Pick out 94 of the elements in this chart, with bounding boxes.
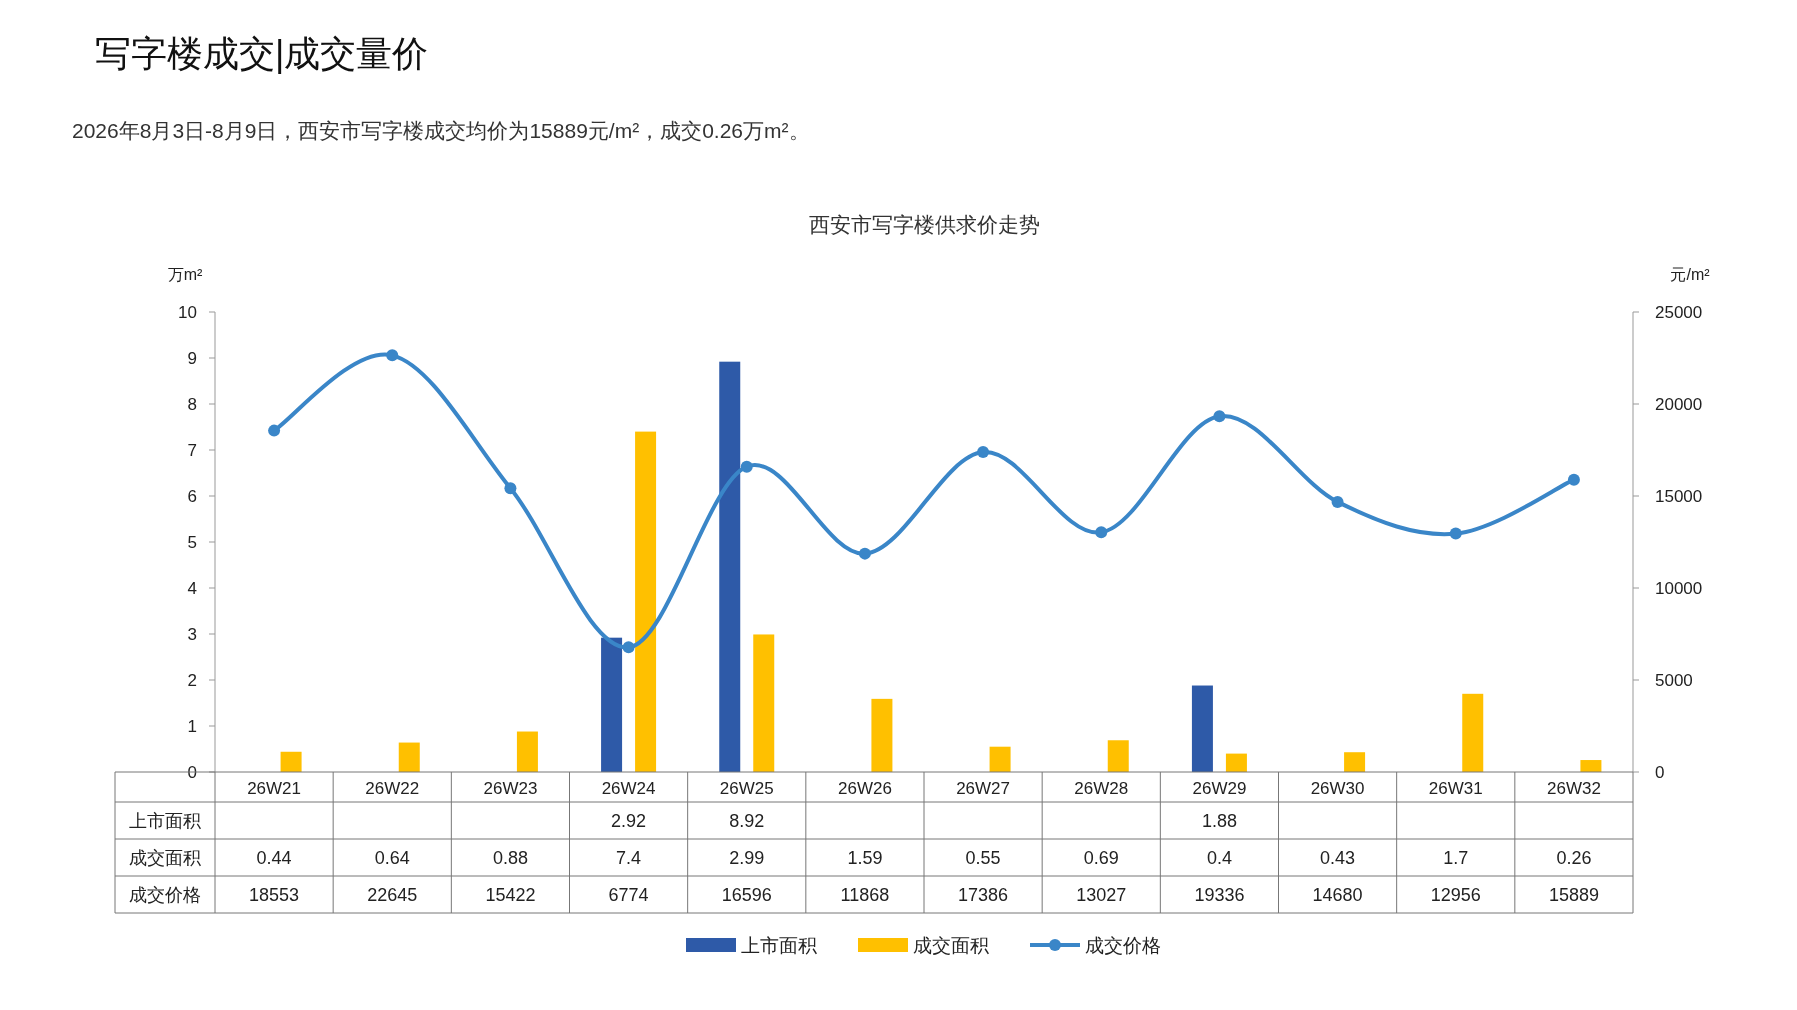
bar [871,698,893,772]
y2-tick-label: 20000 [1655,395,1703,414]
y-tick-label: 3 [187,625,197,644]
data-label: 0.26 [1556,848,1592,868]
data-label: 19336 [1194,885,1245,905]
y2-tick-label: 15000 [1655,487,1703,506]
data-label: 0.44 [256,848,292,868]
text: 2026年8月3日-8月9日，西安市写字楼成交均价为15889元/m²，成交0.26万m²。 [72,119,810,142]
x-tick-label: 26W23 [483,779,538,798]
data-label: 22645 [367,885,418,905]
bar [989,746,1011,772]
x-tick-label: 26W28 [1074,779,1129,798]
data-label: 0.4 [1206,848,1232,868]
bar [1225,753,1247,772]
point [622,641,635,654]
text: 上市面积 [129,811,201,831]
data-label: 0.55 [965,848,1001,868]
data-label: 2.92 [611,811,647,831]
x-tick-label: 26W29 [1192,779,1247,798]
data-label: 13027 [1076,885,1127,905]
point [858,547,871,560]
point [1213,410,1226,423]
data-label: 8.92 [729,811,765,831]
bar [1191,685,1213,772]
x-tick-label: 26W22 [365,779,420,798]
data-label: 0.43 [1320,848,1356,868]
y-tick-label: 1 [187,717,197,736]
legend-label: 成交价格 [1085,935,1161,956]
y-tick-label: 4 [187,579,197,598]
text: 成交价格 [129,885,201,905]
data-label: 16596 [721,885,772,905]
data-label: 1.59 [847,848,883,868]
y-tick-label: 2 [187,671,197,690]
data-label: 12956 [1430,885,1481,905]
y2-tick-label: 5000 [1655,671,1693,690]
y-tick-label: 5 [187,533,197,552]
bar [398,742,420,772]
data-label: 0.88 [492,848,528,868]
legend-label: 上市面积 [741,935,817,956]
y-tick-label: 8 [187,395,197,414]
bar [1344,752,1366,772]
y2-tick-label: 0 [1655,763,1665,782]
bar [1580,760,1602,772]
y-tick-label: 6 [187,487,197,506]
point [386,349,399,362]
y-tick-label: 0 [187,763,197,782]
x-tick-label: 26W25 [719,779,774,798]
x-tick-label: 26W24 [601,779,656,798]
y-tick-label: 7 [187,441,197,460]
x-tick-label: 26W21 [247,779,302,798]
data-label: 2.99 [729,848,765,868]
chart-title: 西安市写字楼供求价走势 [808,213,1040,236]
x-tick-label: 26W30 [1310,779,1365,798]
bar [280,751,302,772]
bar [635,431,657,772]
data-label: 1.88 [1201,811,1237,831]
bar [753,634,775,772]
data-label: 15889 [1548,885,1599,905]
x-tick-label: 26W26 [837,779,892,798]
y-tick-label: 9 [187,349,197,368]
bar [719,361,741,772]
point [1095,526,1108,539]
y-tick-label: 10 [178,303,197,322]
x-tick-label: 26W27 [956,779,1011,798]
point [1449,527,1462,540]
point [504,482,517,495]
point [740,460,753,473]
text: 成交面积 [129,848,201,868]
data-label: 14680 [1312,885,1363,905]
data-label: 11868 [840,885,890,905]
legend-label: 成交面积 [913,935,989,956]
data-label: 0.64 [374,848,410,868]
x-tick-label: 26W32 [1546,779,1601,798]
bar [516,731,538,772]
data-label: 17386 [958,885,1009,905]
point [1567,473,1580,486]
data-label: 7.4 [616,848,642,868]
data-label: 1.7 [1443,848,1469,868]
data-label: 18553 [249,885,300,905]
bar [1107,740,1129,772]
data-label: 15422 [485,885,536,905]
y-axis-title: 万m² [167,266,203,283]
x-tick-label: 26W31 [1428,779,1483,798]
data-label: 0.69 [1083,848,1119,868]
data-label: 6774 [608,885,649,905]
point [977,446,990,459]
y2-axis-title: 元/m² [1670,266,1711,283]
bar [1462,693,1484,772]
point [268,424,281,437]
y2-tick-label: 10000 [1655,579,1703,598]
text: 写字楼成交|成交量价 [95,33,429,74]
bar [601,637,623,772]
point [1331,495,1344,508]
y2-tick-label: 25000 [1655,303,1703,322]
